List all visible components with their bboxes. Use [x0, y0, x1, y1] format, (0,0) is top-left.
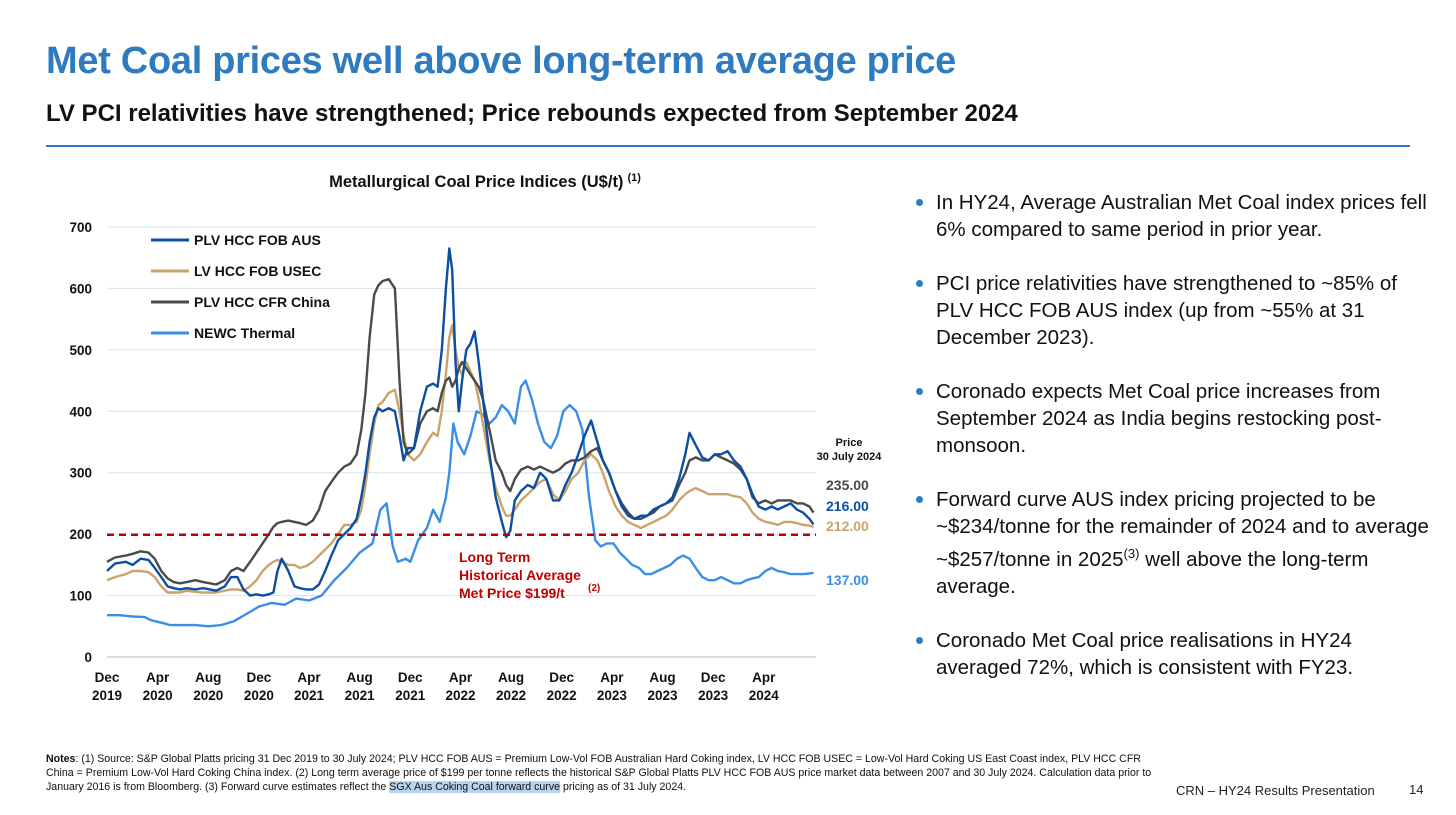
x-tick-label-year: 2021 — [345, 688, 376, 703]
chart-title-text: Metallurgical Coal Price Indices (U$/t) — [329, 173, 623, 191]
bullet-dot — [916, 496, 923, 503]
x-tick-label-month: Dec — [398, 670, 423, 685]
bullet-item: PCI price relativities have strengthened… — [916, 270, 1436, 351]
title-divider — [46, 145, 1410, 147]
end-value-label: 212.00 — [826, 518, 869, 534]
footnotes: Notes: (1) Source: S&P Global Platts pri… — [46, 752, 1166, 794]
bullet-item: Coronado expects Met Coal price increase… — [916, 378, 1436, 459]
x-tick-label-year: 2021 — [294, 688, 325, 703]
x-axis: Dec 2019 Apr 2020 Aug 2020 Dec 2020 Apr 2021 Aug 20… — [92, 670, 779, 703]
x-tick-label-month: Apr — [449, 670, 473, 685]
bullet-text: In HY24, Average Australian Met Coal ind… — [936, 191, 1427, 241]
bullet-dot — [916, 636, 923, 644]
reference-label-line: Met Price $199/t — [459, 585, 565, 601]
x-tick-label-year: 2022 — [445, 688, 475, 703]
end-value-labels: Price 30 July 2024 216.00 212.00 235.00 137… — [817, 437, 883, 588]
x-tick-label-year: 2023 — [647, 688, 678, 703]
notes-text-start: : (1) Source: S&P Global Platts pricing … — [46, 753, 1152, 793]
y-tick-label: 700 — [69, 220, 92, 235]
series-line-2 — [106, 278, 815, 586]
x-tick-label-month: Apr — [146, 670, 170, 685]
bullet-footnote-ref: (3) — [1123, 546, 1140, 561]
bullet-item: Coronado Met Coal price realisations in … — [916, 627, 1436, 681]
x-tick-label-year: 2024 — [749, 688, 780, 703]
x-tick-label-month: Apr — [297, 670, 321, 685]
x-tick-label-month: Dec — [246, 670, 271, 685]
bullet-item: In HY24, Average Australian Met Coal ind… — [916, 189, 1436, 243]
end-value-header-2: 30 July 2024 — [817, 451, 883, 463]
price-chart: Metallurgical Coal Price Indices (U$/t) (… — [69, 172, 883, 703]
page-subtitle: LV PCI relativities have strengthened; P… — [46, 100, 1018, 127]
reference-label-line: Historical Average — [459, 567, 581, 583]
x-tick-label-month: Dec — [701, 670, 726, 685]
x-tick-label-year: 2023 — [597, 688, 628, 703]
y-tick-label: 500 — [69, 343, 92, 358]
x-tick-label-year: 2019 — [92, 688, 122, 703]
end-value-label: 235.00 — [826, 477, 869, 493]
y-tick-label: 200 — [69, 527, 92, 542]
end-value-header-1: Price — [836, 437, 863, 449]
x-tick-label-month: Apr — [752, 670, 776, 685]
notes-label: Notes — [46, 753, 76, 765]
bullet-text: Coronado Met Coal price realisations in … — [936, 628, 1354, 679]
x-tick-label-month: Aug — [498, 670, 524, 685]
end-value-label: 216.00 — [826, 498, 869, 514]
x-tick-label-year: 2023 — [698, 688, 729, 703]
x-tick-label-year: 2020 — [193, 688, 223, 703]
x-tick-label-month: Apr — [600, 670, 624, 685]
notes-text-end: pricing as of 31 July 2024. — [560, 781, 687, 793]
legend-label: PLV HCC CFR China — [194, 294, 330, 310]
x-tick-label-year: 2020 — [244, 688, 274, 703]
bullet-text-end: well above the long-term average. — [936, 547, 1369, 598]
y-tick-label: 600 — [69, 281, 92, 296]
y-tick-label: 400 — [69, 404, 92, 419]
legend-label: NEWC Thermal — [194, 325, 295, 341]
y-tick-label: 300 — [69, 466, 92, 481]
x-tick-label-year: 2022 — [496, 688, 526, 703]
y-tick-label: 0 — [84, 650, 92, 665]
reference-label-line: Long Term — [459, 549, 530, 565]
x-tick-label-month: Aug — [649, 670, 675, 685]
y-axis: 0 100 200 300 400 500 600 700 — [69, 220, 92, 665]
x-tick-label-month: Aug — [195, 670, 221, 685]
bullet-dot — [916, 199, 923, 206]
x-tick-label-month: Aug — [347, 670, 373, 685]
chart-title: Metallurgical Coal Price Indices (U$/t) (… — [329, 172, 641, 191]
reference-label-note: (2) — [588, 583, 600, 594]
reference-line: Long Term Historical Average Met Price $19… — [107, 533, 816, 601]
legend-label: LV HCC FOB USEC — [194, 263, 321, 279]
bullet-text-start: Forward curve AUS index pricing projecte… — [936, 488, 1429, 571]
end-value-label: 137.00 — [826, 572, 869, 588]
x-tick-label-year: 2022 — [547, 688, 577, 703]
notes-highlighted-text: SGX Aus Coking Coal forward curve — [389, 781, 561, 793]
bullet-text: PCI price relativities have strengthened… — [936, 272, 1397, 349]
bullet-dot — [916, 280, 923, 287]
page-title: Met Coal prices well above long-term ave… — [46, 40, 956, 82]
series-lines — [106, 247, 815, 628]
y-gridlines — [107, 226, 816, 658]
x-tick-label-month: Dec — [549, 670, 574, 685]
key-points-list: In HY24, Average Australian Met Coal ind… — [916, 189, 1436, 708]
bullet-item: Forward curve AUS index pricing projecte… — [916, 486, 1436, 600]
series-line-3 — [107, 379, 814, 628]
legend-label: PLV HCC FOB AUS — [194, 232, 321, 248]
series-line-0 — [106, 247, 815, 597]
bullet-text: Coronado expects Met Coal price increase… — [936, 380, 1382, 457]
x-tick-label-month: Dec — [95, 670, 120, 685]
x-tick-label-year: 2020 — [143, 688, 173, 703]
bullet-dot — [916, 388, 923, 395]
page-number: 14 — [1409, 782, 1424, 797]
footer-text: CRN – HY24 Results Presentation — [1176, 783, 1375, 798]
y-tick-label: 100 — [69, 589, 92, 604]
legend: PLV HCC FOB AUS LV HCC FOB USEC PLV HCC CF… — [151, 232, 330, 341]
x-tick-label-year: 2021 — [395, 688, 426, 703]
chart-title-note: (1) — [627, 172, 641, 184]
